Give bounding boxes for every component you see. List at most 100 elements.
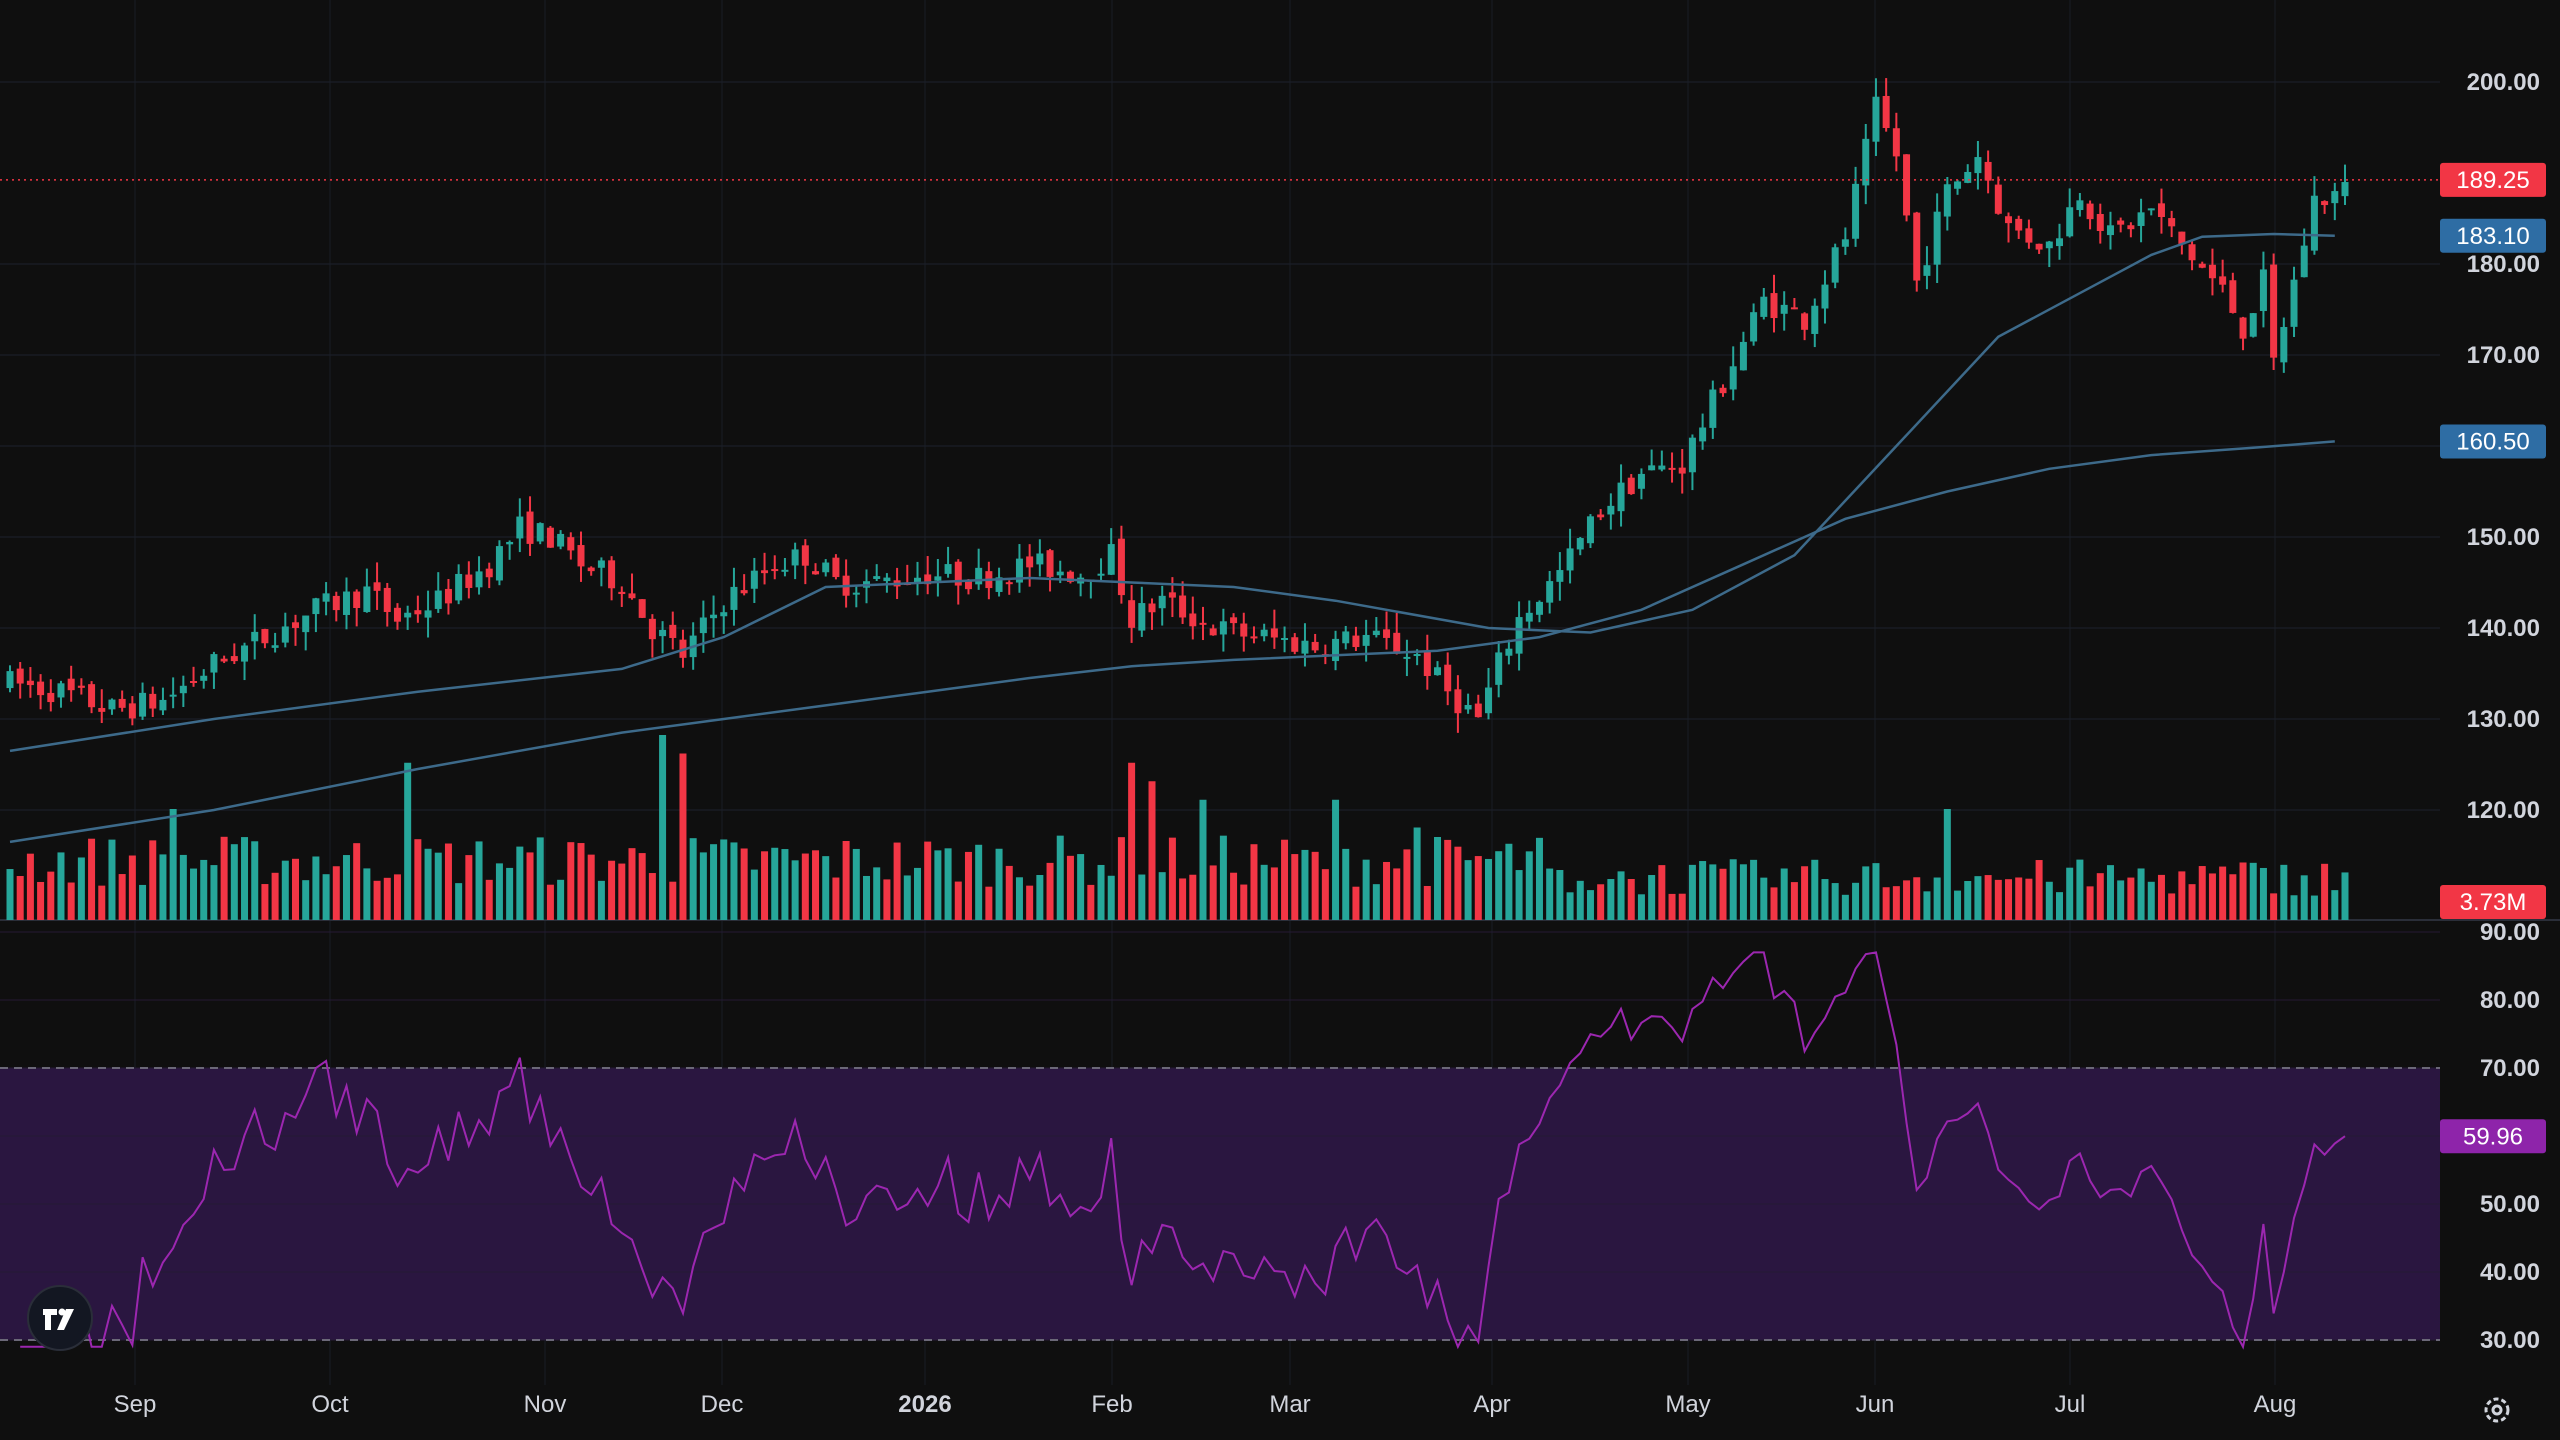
- time-tick-label: 2026: [898, 1391, 951, 1418]
- candlestick: [1790, 298, 1798, 310]
- candlestick: [404, 605, 412, 630]
- volume-bar: [342, 855, 350, 920]
- candlestick: [47, 679, 55, 712]
- rsi-tick-label: 70.00: [2480, 1055, 2540, 1082]
- candlestick: [230, 643, 238, 665]
- volume-bar: [2280, 864, 2288, 920]
- volume-bar: [1699, 861, 1707, 920]
- candlestick: [88, 681, 96, 714]
- volume-bar: [485, 879, 493, 920]
- tradingview-logo-icon[interactable]: [27, 1285, 93, 1351]
- candlestick: [2310, 176, 2318, 255]
- volume-bar: [557, 879, 565, 920]
- rsi-tick-label: 90.00: [2480, 919, 2540, 946]
- candlestick: [1576, 536, 1584, 556]
- candlestick: [1515, 601, 1523, 671]
- volume-bar: [1576, 880, 1584, 920]
- volume-bar: [1974, 876, 1982, 920]
- candlestick: [1148, 598, 1156, 630]
- volume-bar: [2045, 881, 2053, 920]
- candlestick: [506, 540, 514, 560]
- candlestick: [1566, 528, 1574, 584]
- volume-bar: [669, 881, 677, 920]
- volume-bar: [1495, 851, 1503, 920]
- candlestick: [781, 558, 789, 577]
- volume-bar: [546, 884, 554, 920]
- candlestick: [1372, 617, 1380, 638]
- candlestick: [1270, 609, 1278, 649]
- svg-text:3.73M: 3.73M: [2460, 889, 2527, 916]
- volume-bar: [2066, 867, 2074, 920]
- volume-bar: [1739, 864, 1747, 920]
- volume-bar: [1892, 886, 1900, 920]
- volume-bar: [1923, 891, 1931, 920]
- volume-bar: [2270, 893, 2278, 920]
- volume-bar: [149, 840, 157, 920]
- candlestick: [2259, 251, 2267, 328]
- candlestick: [108, 698, 116, 715]
- volume-bar: [1750, 859, 1758, 920]
- price-tick-label: 170.00: [2467, 342, 2540, 369]
- volume-bar: [1087, 884, 1095, 920]
- candlestick: [373, 562, 381, 610]
- candlestick: [475, 556, 483, 595]
- volume-bar: [628, 848, 636, 920]
- candlestick: [638, 599, 646, 619]
- volume-bar: [16, 876, 24, 920]
- candlestick: [1607, 493, 1615, 530]
- candlestick: [577, 531, 585, 582]
- candlestick: [1535, 600, 1543, 623]
- candlestick: [2270, 253, 2278, 371]
- volume-bar: [1872, 863, 1880, 920]
- volume-bar: [2239, 862, 2247, 920]
- candlestick: [1913, 211, 1921, 292]
- volume-bar: [2198, 866, 2206, 920]
- volume-bar: [1943, 809, 1951, 920]
- volume-bar: [241, 837, 249, 920]
- volume-bar: [47, 871, 55, 920]
- volume-bar: [771, 847, 779, 920]
- time-axis[interactable]: Sep Oct Nov Dec 2026 Feb Mar Apr May Jun Jul Aug: [114, 1391, 2297, 1418]
- volume-bar: [526, 852, 534, 920]
- candlestick: [393, 603, 401, 630]
- volume-bar: [2208, 873, 2216, 920]
- volume-bar: [1954, 890, 1962, 920]
- volume-bar: [2096, 873, 2104, 920]
- candlestick: [414, 595, 422, 623]
- candlestick: [1179, 581, 1187, 624]
- volume-bar: [1454, 846, 1462, 920]
- volume-bar: [312, 856, 320, 920]
- volume-bar: [516, 846, 524, 920]
- candlestick: [1158, 585, 1166, 626]
- candlestick: [1250, 626, 1258, 644]
- candlestick: [710, 595, 718, 638]
- candlestick: [383, 582, 391, 627]
- candlestick: [995, 567, 1003, 597]
- candlestick: [1301, 623, 1309, 667]
- candlesticks[interactable]: [6, 78, 2349, 733]
- candlestick: [1454, 675, 1462, 733]
- volume-bar: [332, 866, 340, 920]
- candlestick: [455, 564, 463, 605]
- candlestick: [1729, 346, 1737, 401]
- volume-bar: [2331, 890, 2339, 920]
- volume-bar: [944, 848, 952, 920]
- candlestick: [271, 632, 279, 653]
- volume-bar: [1515, 870, 1523, 920]
- volume-bar: [842, 841, 850, 920]
- candlestick: [669, 611, 677, 650]
- price-tick-label: 200.00: [2467, 69, 2540, 96]
- rsi-tick-label: 50.00: [2480, 1191, 2540, 1218]
- volume-bar: [77, 857, 85, 920]
- gear-icon[interactable]: [2484, 1397, 2510, 1423]
- candlestick: [1984, 150, 1992, 194]
- volume-bar: [781, 849, 789, 920]
- candlestick: [597, 557, 605, 587]
- candlestick: [2290, 266, 2298, 337]
- volume-bar: [2300, 875, 2308, 920]
- rsi-panel[interactable]: [0, 931, 2440, 1350]
- candlestick: [2321, 200, 2329, 214]
- candlestick: [2096, 203, 2104, 244]
- candlestick: [1678, 448, 1686, 494]
